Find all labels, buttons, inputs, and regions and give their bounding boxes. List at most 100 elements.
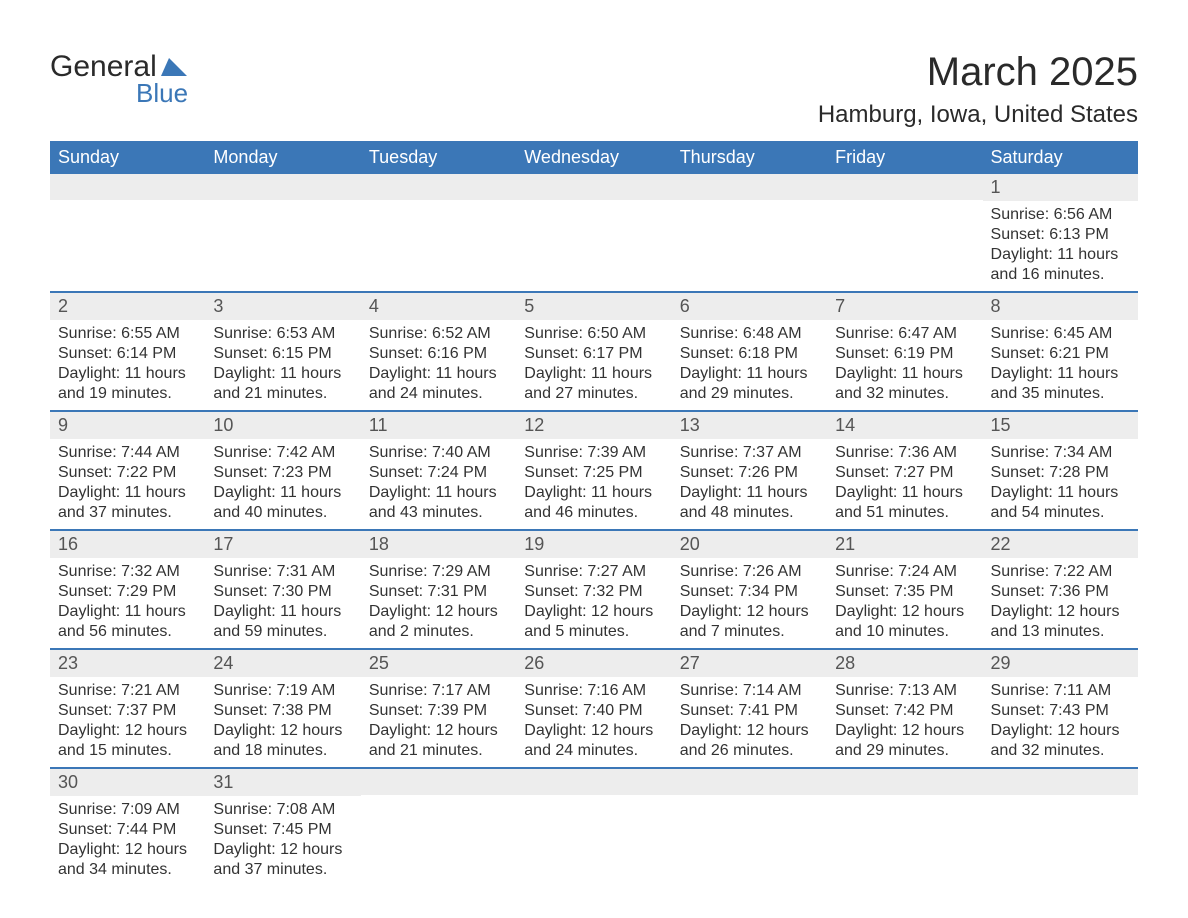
sunset-text: Sunset: 7:42 PM [835, 701, 974, 721]
calendar-cell: 6Sunrise: 6:48 AMSunset: 6:18 PMDaylight… [672, 292, 827, 411]
dayhead: Sunday [50, 141, 205, 174]
sunrise-text: Sunrise: 7:40 AM [369, 443, 508, 463]
daylight-text: Daylight: 12 hours and 7 minutes. [680, 602, 819, 642]
sunset-text: Sunset: 7:39 PM [369, 701, 508, 721]
sunrise-text: Sunrise: 6:52 AM [369, 324, 508, 344]
day-number: 16 [50, 531, 205, 558]
daylight-text: Daylight: 12 hours and 2 minutes. [369, 602, 508, 642]
sunrise-text: Sunrise: 6:53 AM [213, 324, 352, 344]
sunrise-text: Sunrise: 7:39 AM [524, 443, 663, 463]
sunrise-text: Sunrise: 7:14 AM [680, 681, 819, 701]
logo-text-sub: Blue [136, 78, 188, 109]
dayhead: Wednesday [516, 141, 671, 174]
day-body: Sunrise: 7:37 AMSunset: 7:26 PMDaylight:… [672, 439, 827, 529]
sunset-text: Sunset: 7:29 PM [58, 582, 197, 602]
calendar-cell: 13Sunrise: 7:37 AMSunset: 7:26 PMDayligh… [672, 411, 827, 530]
day-body [50, 200, 205, 210]
day-body: Sunrise: 7:36 AMSunset: 7:27 PMDaylight:… [827, 439, 982, 529]
calendar-cell [983, 768, 1138, 886]
month-title: March 2025 [818, 50, 1138, 95]
day-number: 20 [672, 531, 827, 558]
sunset-text: Sunset: 6:18 PM [680, 344, 819, 364]
calendar-cell: 15Sunrise: 7:34 AMSunset: 7:28 PMDayligh… [983, 411, 1138, 530]
dayhead: Monday [205, 141, 360, 174]
day-number [672, 769, 827, 795]
sunrise-text: Sunrise: 7:11 AM [991, 681, 1130, 701]
day-body: Sunrise: 7:16 AMSunset: 7:40 PMDaylight:… [516, 677, 671, 767]
day-body [672, 795, 827, 805]
day-body [361, 795, 516, 805]
day-number [516, 174, 671, 200]
day-number: 22 [983, 531, 1138, 558]
sunset-text: Sunset: 7:30 PM [213, 582, 352, 602]
day-body: Sunrise: 7:09 AMSunset: 7:44 PMDaylight:… [50, 796, 205, 886]
day-body: Sunrise: 6:53 AMSunset: 6:15 PMDaylight:… [205, 320, 360, 410]
day-number [827, 769, 982, 795]
calendar-cell [50, 174, 205, 292]
calendar-cell: 16Sunrise: 7:32 AMSunset: 7:29 PMDayligh… [50, 530, 205, 649]
calendar-week: 16Sunrise: 7:32 AMSunset: 7:29 PMDayligh… [50, 530, 1138, 649]
daylight-text: Daylight: 12 hours and 37 minutes. [213, 840, 352, 880]
sunset-text: Sunset: 7:27 PM [835, 463, 974, 483]
daylight-text: Daylight: 12 hours and 5 minutes. [524, 602, 663, 642]
sunset-text: Sunset: 6:14 PM [58, 344, 197, 364]
daylight-text: Daylight: 11 hours and 16 minutes. [991, 245, 1130, 285]
sunrise-text: Sunrise: 7:44 AM [58, 443, 197, 463]
daylight-text: Daylight: 11 hours and 56 minutes. [58, 602, 197, 642]
calendar-cell: 17Sunrise: 7:31 AMSunset: 7:30 PMDayligh… [205, 530, 360, 649]
sunset-text: Sunset: 7:37 PM [58, 701, 197, 721]
day-number: 27 [672, 650, 827, 677]
sunset-text: Sunset: 7:45 PM [213, 820, 352, 840]
dayhead: Saturday [983, 141, 1138, 174]
daylight-text: Daylight: 12 hours and 18 minutes. [213, 721, 352, 761]
day-body: Sunrise: 6:55 AMSunset: 6:14 PMDaylight:… [50, 320, 205, 410]
daylight-text: Daylight: 12 hours and 29 minutes. [835, 721, 974, 761]
daylight-text: Daylight: 11 hours and 29 minutes. [680, 364, 819, 404]
calendar-cell [672, 768, 827, 886]
day-body [361, 200, 516, 210]
daylight-text: Daylight: 11 hours and 43 minutes. [369, 483, 508, 523]
calendar-cell: 25Sunrise: 7:17 AMSunset: 7:39 PMDayligh… [361, 649, 516, 768]
sunrise-text: Sunrise: 7:21 AM [58, 681, 197, 701]
calendar-cell [827, 768, 982, 886]
day-number: 18 [361, 531, 516, 558]
calendar-cell: 3Sunrise: 6:53 AMSunset: 6:15 PMDaylight… [205, 292, 360, 411]
calendar-week: 23Sunrise: 7:21 AMSunset: 7:37 PMDayligh… [50, 649, 1138, 768]
sunset-text: Sunset: 7:40 PM [524, 701, 663, 721]
day-number [361, 769, 516, 795]
daylight-text: Daylight: 12 hours and 15 minutes. [58, 721, 197, 761]
day-number: 8 [983, 293, 1138, 320]
sunrise-text: Sunrise: 7:24 AM [835, 562, 974, 582]
day-number: 29 [983, 650, 1138, 677]
calendar-week: 2Sunrise: 6:55 AMSunset: 6:14 PMDaylight… [50, 292, 1138, 411]
sunrise-text: Sunrise: 7:19 AM [213, 681, 352, 701]
calendar-cell: 2Sunrise: 6:55 AMSunset: 6:14 PMDaylight… [50, 292, 205, 411]
sunrise-text: Sunrise: 6:50 AM [524, 324, 663, 344]
day-number: 5 [516, 293, 671, 320]
calendar-cell [205, 174, 360, 292]
day-body [516, 795, 671, 805]
sunset-text: Sunset: 6:16 PM [369, 344, 508, 364]
sunrise-text: Sunrise: 6:55 AM [58, 324, 197, 344]
daylight-text: Daylight: 11 hours and 19 minutes. [58, 364, 197, 404]
day-number: 9 [50, 412, 205, 439]
dayhead: Tuesday [361, 141, 516, 174]
calendar-cell: 29Sunrise: 7:11 AMSunset: 7:43 PMDayligh… [983, 649, 1138, 768]
day-body: Sunrise: 6:52 AMSunset: 6:16 PMDaylight:… [361, 320, 516, 410]
day-number: 28 [827, 650, 982, 677]
daylight-text: Daylight: 11 hours and 21 minutes. [213, 364, 352, 404]
day-number [50, 174, 205, 200]
day-body: Sunrise: 7:13 AMSunset: 7:42 PMDaylight:… [827, 677, 982, 767]
calendar-cell: 24Sunrise: 7:19 AMSunset: 7:38 PMDayligh… [205, 649, 360, 768]
day-body: Sunrise: 7:26 AMSunset: 7:34 PMDaylight:… [672, 558, 827, 648]
sunrise-text: Sunrise: 7:22 AM [991, 562, 1130, 582]
calendar-cell [827, 174, 982, 292]
day-body [827, 200, 982, 210]
day-body [205, 200, 360, 210]
calendar-cell: 21Sunrise: 7:24 AMSunset: 7:35 PMDayligh… [827, 530, 982, 649]
day-number: 10 [205, 412, 360, 439]
calendar-week: 1Sunrise: 6:56 AMSunset: 6:13 PMDaylight… [50, 174, 1138, 292]
daylight-text: Daylight: 12 hours and 21 minutes. [369, 721, 508, 761]
sunset-text: Sunset: 6:21 PM [991, 344, 1130, 364]
sunset-text: Sunset: 7:25 PM [524, 463, 663, 483]
